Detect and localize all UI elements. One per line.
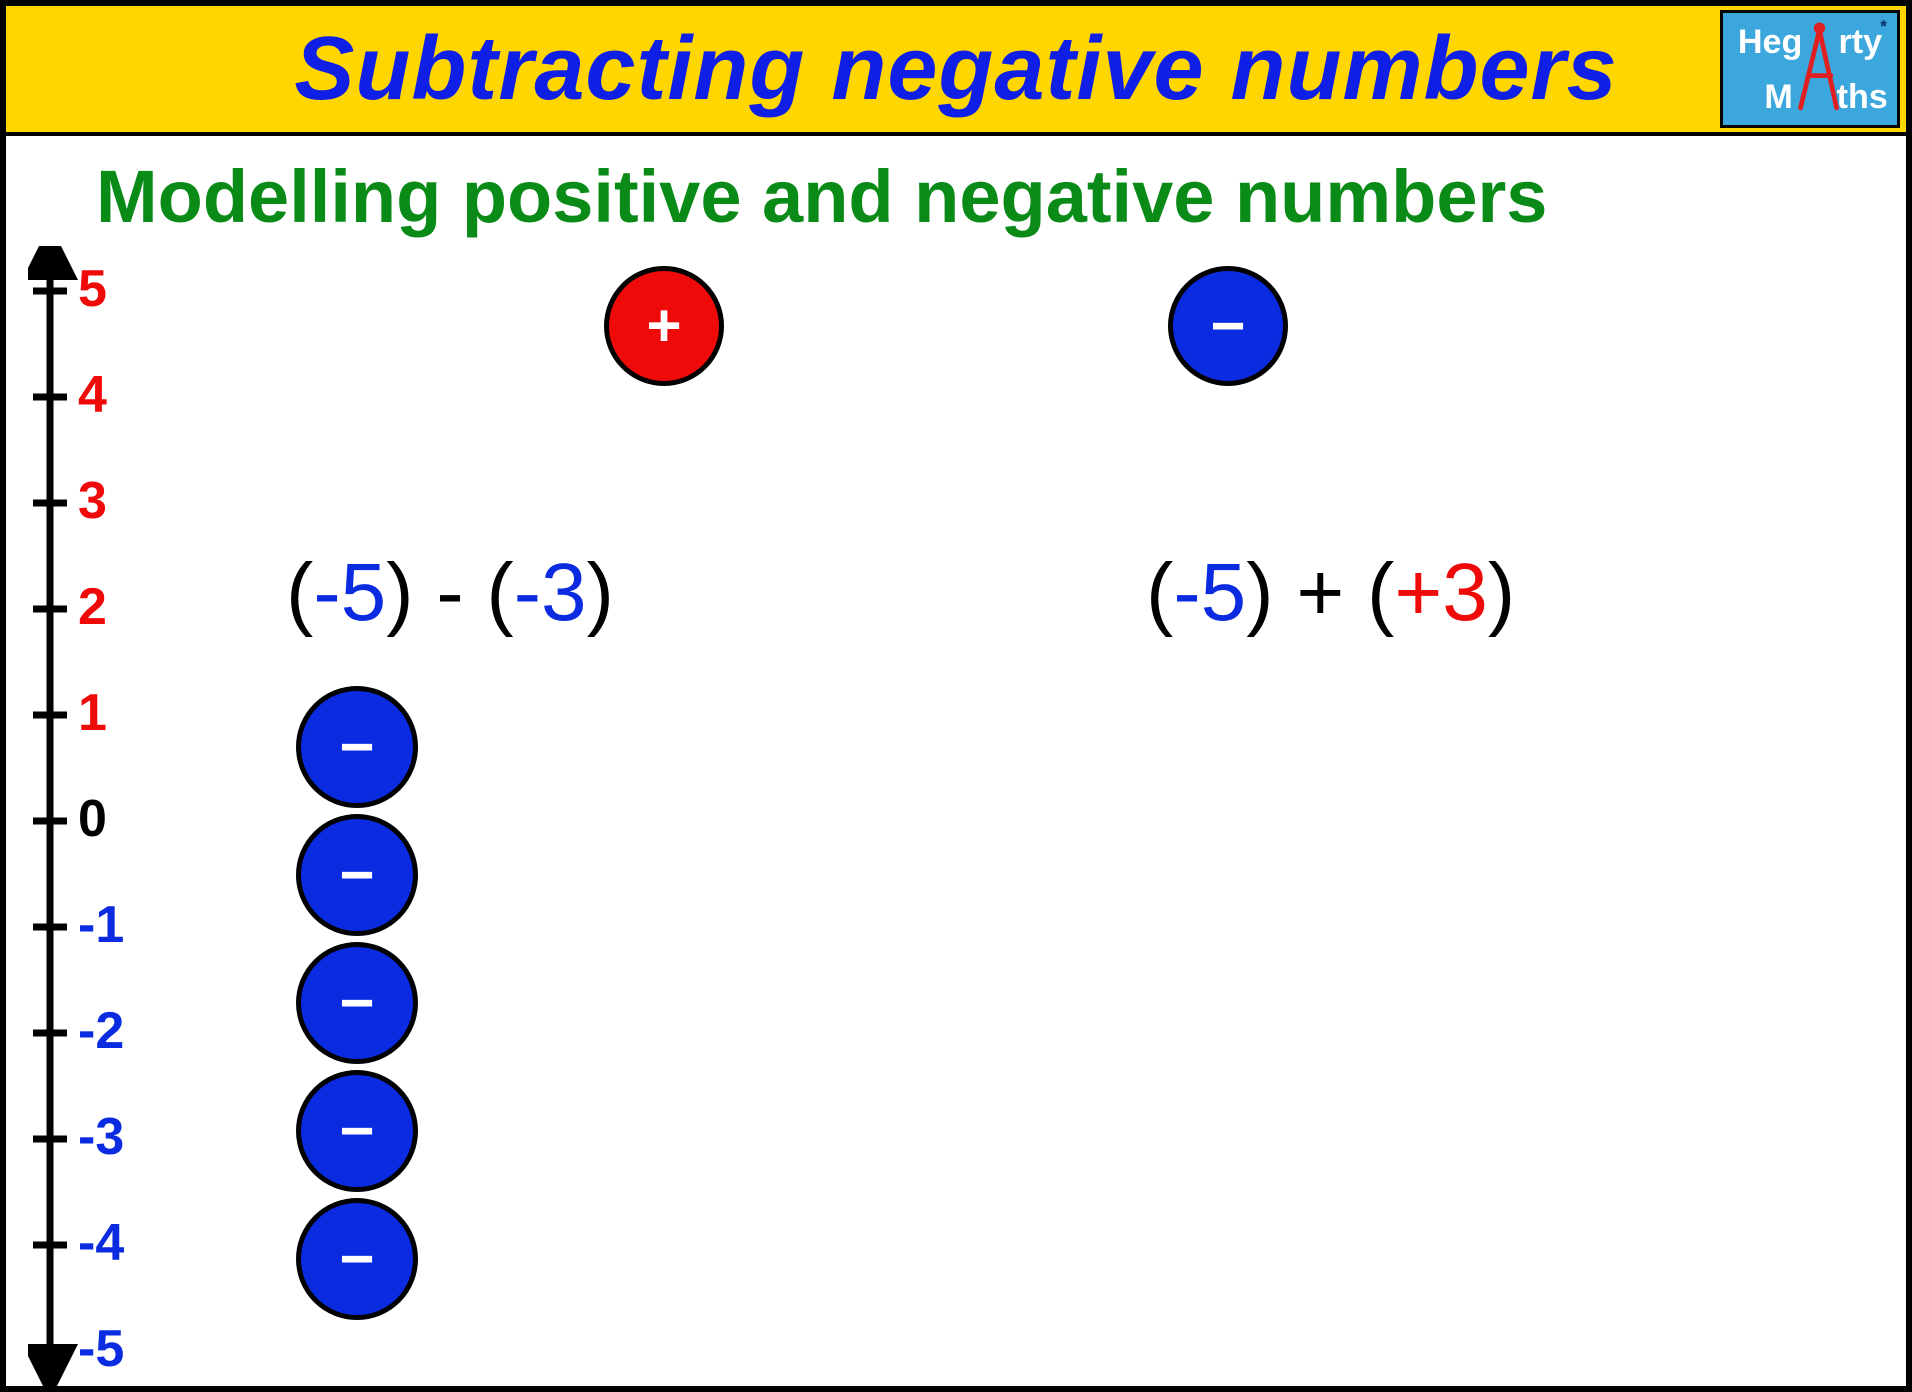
minus-glyph: − — [1210, 296, 1245, 356]
minus-glyph: − — [339, 845, 374, 905]
logo-text-ths: ths — [1837, 78, 1888, 116]
subtitle: Modelling positive and negative numbers — [96, 154, 1547, 239]
axis-label: 1 — [78, 683, 107, 743]
expr-part: ) - ( — [386, 547, 513, 638]
page-title: Subtracting negative numbers — [294, 18, 1617, 121]
negative-counter-icon: − — [296, 1070, 418, 1192]
minus-glyph: − — [339, 1229, 374, 1289]
negative-counter-icon: − — [296, 942, 418, 1064]
expression-left: (-5) - (-3) — [286, 546, 614, 640]
negative-counter-icon: − — [296, 814, 418, 936]
slide-frame: Subtracting negative numbers Heg rty M t… — [0, 0, 1912, 1392]
expr-part: +3 — [1394, 547, 1488, 638]
axis-label: 5 — [78, 259, 107, 319]
expr-part: ) + ( — [1246, 547, 1394, 638]
axis-label: -3 — [78, 1107, 124, 1167]
expr-part: ) — [1488, 547, 1515, 638]
axis-label: -1 — [78, 895, 124, 955]
axis-label: 4 — [78, 365, 107, 425]
brand-logo: Heg rty M ths * — [1720, 10, 1900, 128]
axis-label: 2 — [78, 577, 107, 637]
logo-text-rty: rty — [1838, 23, 1882, 61]
minus-glyph: − — [339, 973, 374, 1033]
expr-part: -5 — [313, 547, 386, 638]
title-bar: Subtracting negative numbers — [6, 6, 1906, 136]
expr-part: ( — [286, 547, 313, 638]
number-line: 5 4 3 2 1 0 -1 -2 -3 -4 -5 — [28, 246, 138, 1376]
minus-token-icon: − — [1168, 266, 1288, 386]
minus-glyph: − — [339, 717, 374, 777]
axis-label: 0 — [78, 789, 107, 849]
axis-label: -4 — [78, 1213, 124, 1273]
logo-text-m: M — [1764, 78, 1792, 116]
negative-counter-icon: − — [296, 686, 418, 808]
expr-part: ( — [1146, 547, 1173, 638]
expr-part: ) — [587, 547, 614, 638]
expression-right: (-5) + (+3) — [1146, 546, 1515, 640]
expr-part: -3 — [514, 547, 587, 638]
axis-label: -5 — [78, 1319, 124, 1379]
axis-label: -2 — [78, 1001, 124, 1061]
negative-counter-icon: − — [296, 1198, 418, 1320]
expr-part: -5 — [1173, 547, 1246, 638]
plus-token-icon: + — [604, 266, 724, 386]
minus-glyph: − — [339, 1101, 374, 1161]
logo-text-heg: Heg — [1738, 23, 1803, 61]
svg-text:*: * — [1880, 17, 1887, 36]
axis-label: 3 — [78, 471, 107, 531]
plus-glyph: + — [646, 296, 681, 356]
